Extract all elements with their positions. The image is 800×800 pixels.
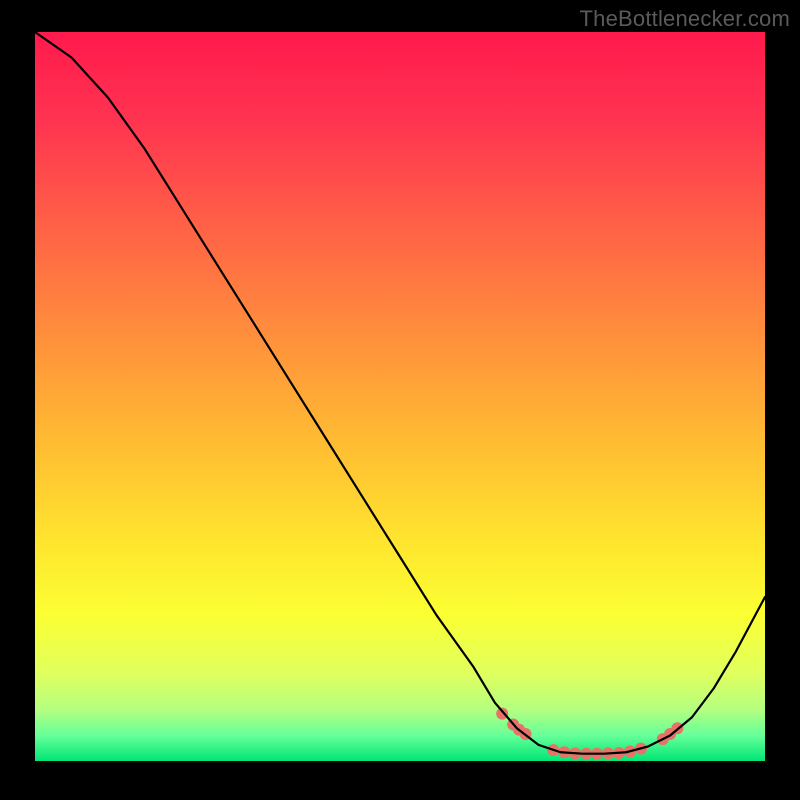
curve-layer: [35, 32, 765, 761]
marker-point: [496, 708, 508, 720]
bottleneck-curve: [35, 32, 765, 754]
chart-frame: TheBottlenecker.com: [0, 0, 800, 800]
plot-area: [35, 32, 765, 761]
watermark-text: TheBottlenecker.com: [580, 6, 790, 32]
